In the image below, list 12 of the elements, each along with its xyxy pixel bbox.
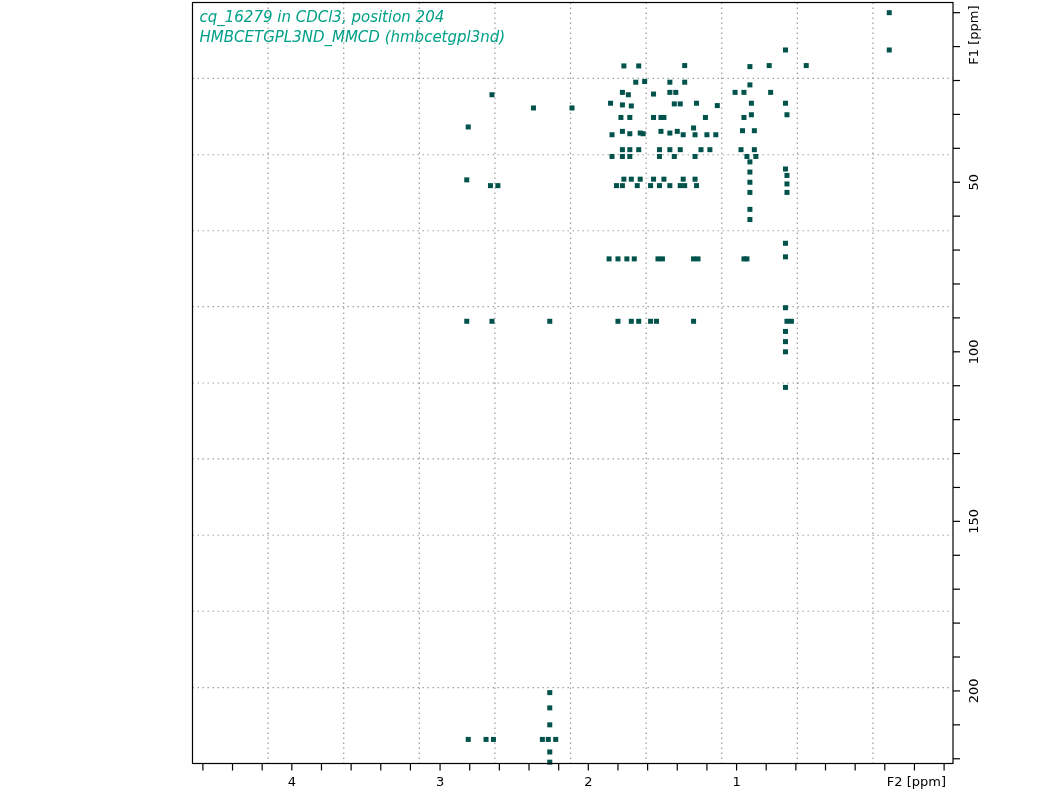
y-axis-title: F1 [ppm] (966, 5, 981, 65)
y-tick-label: 50 (966, 173, 981, 191)
x-tick-label: 4 (287, 773, 296, 789)
chart-title: cq_16279 in CDCl3, position 204 (199, 8, 445, 27)
x-tick-label: 2 (584, 773, 593, 789)
y-tick-label: 150 (966, 508, 981, 534)
x-tick-label: 1 (732, 773, 741, 789)
x-tick-label: 3 (435, 773, 445, 789)
y-tick-label: 200 (966, 678, 981, 704)
x-axis-title: F2 [ppm] (886, 773, 946, 789)
y-tick-label: 100 (966, 339, 981, 365)
text: HMBCETGPL3ND_MMCD (hmbcetgpl3nd) (199, 28, 506, 47)
